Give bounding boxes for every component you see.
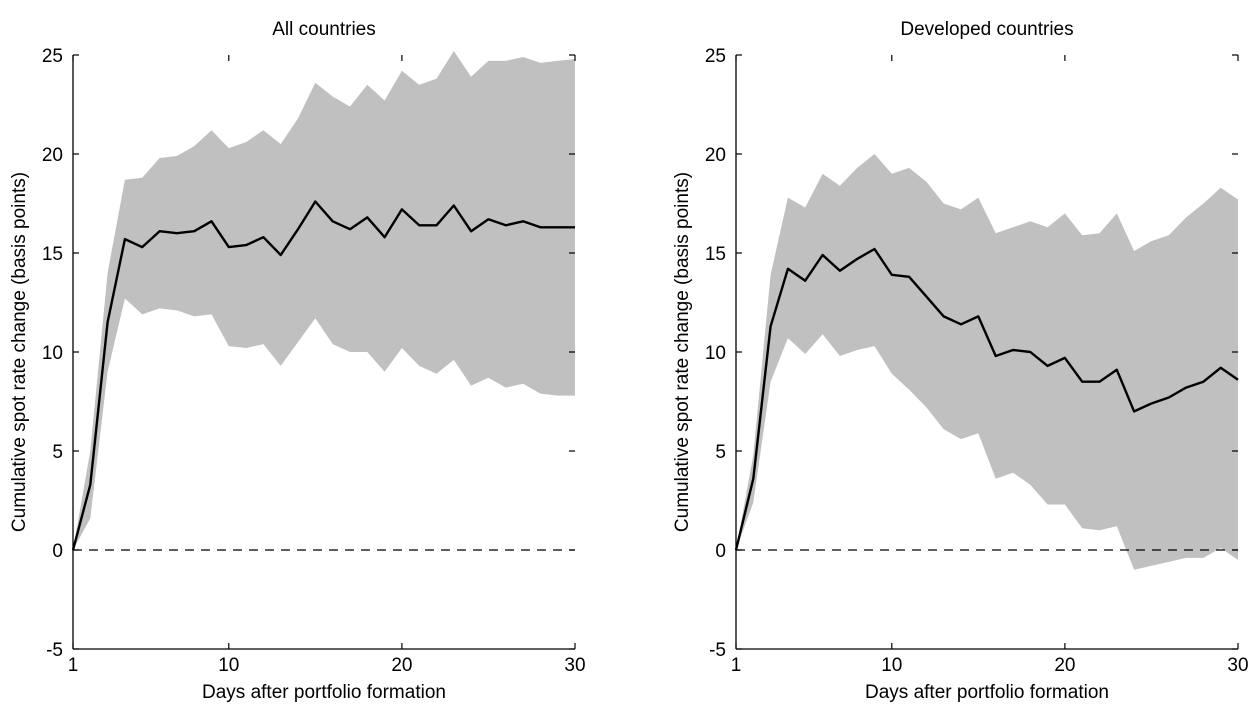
panel-all-countries: 1 10 20 30 -5 0 5 10 15 20 25 All countries Days aft… — [9, 19, 586, 703]
confidence-band — [73, 51, 575, 550]
x-axis-label: Days after portfolio formation — [202, 682, 446, 703]
y-tick-label: 15 — [42, 244, 63, 265]
y-tick-label: 15 — [705, 244, 726, 265]
x-tick-label: 20 — [391, 655, 412, 676]
y-tick-label: 5 — [52, 442, 63, 463]
y-tick-label: 0 — [715, 541, 726, 562]
confidence-band — [736, 154, 1238, 570]
y-tick-label: -5 — [46, 640, 63, 661]
y-tick-label: 10 — [705, 343, 726, 364]
x-tick-label: 10 — [881, 655, 902, 676]
x-tick-label: 30 — [564, 655, 585, 676]
x-tick-label: 30 — [1227, 655, 1248, 676]
panel-developed-countries: 1 10 20 30 -5 0 5 10 15 20 25 Developed countries Da… — [672, 19, 1249, 703]
panel-title: Developed countries — [900, 19, 1073, 40]
y-tick-label: 0 — [52, 541, 63, 562]
y-tick-label: 5 — [715, 442, 726, 463]
series-line — [734, 247, 1239, 551]
y-tick-label: 25 — [42, 46, 63, 67]
y-tick-label: 20 — [705, 145, 726, 166]
series-line — [71, 200, 575, 551]
x-tick-label: 1 — [731, 655, 742, 676]
y-tick-label: 20 — [42, 145, 63, 166]
panel-title: All countries — [272, 19, 376, 40]
y-axis-label: Cumulative spot rate change (basis point… — [9, 172, 30, 532]
y-tick-label: 10 — [42, 343, 63, 364]
y-tick-label: 25 — [705, 46, 726, 67]
x-axis-label: Days after portfolio formation — [865, 682, 1109, 703]
y-tick-label: -5 — [709, 640, 726, 661]
x-tick-label: 1 — [68, 655, 79, 676]
x-tick-label: 10 — [218, 655, 239, 676]
y-axis-label: Cumulative spot rate change (basis point… — [672, 172, 693, 532]
x-tick-label: 20 — [1054, 655, 1075, 676]
